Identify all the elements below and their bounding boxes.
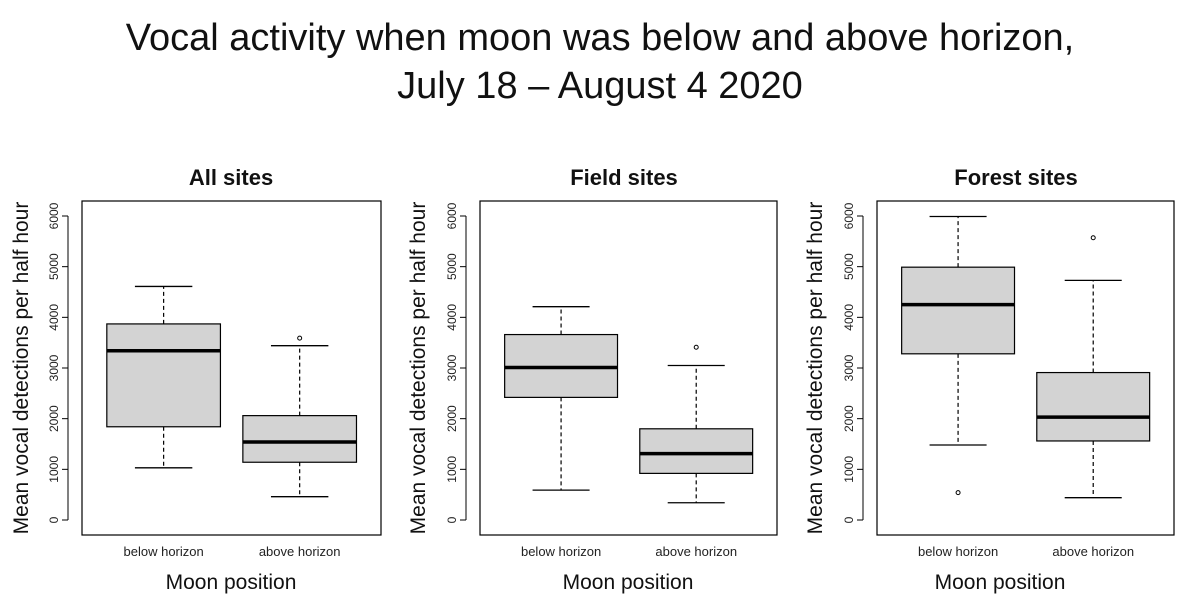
chart-3-title: Forest sites [954,165,1078,190]
chart-3-x-tick-label: below horizon [918,544,998,559]
chart-3-plot-frame [876,200,1175,536]
chart-1-y-tick-label: 2000 [47,405,61,432]
chart-2-title: Field sites [570,165,678,190]
chart-1-y-tick-label: 6000 [47,202,61,229]
chart-2-y-tick-label: 3000 [445,354,459,381]
chart-1-y-tick-label: 5000 [47,253,61,280]
chart-2-y-tick-label: 4000 [445,304,459,331]
chart-3-box-1-outlier-point [955,490,961,496]
figure-title: Vocal activity when moon was below and a… [0,14,1200,110]
chart-1-box-2-iqr-box [242,415,358,463]
chart-3-y-tick-label: 3000 [842,354,856,381]
chart-3-x-axis-label: Moon position [935,571,1066,594]
chart-3-x-tick-label: above horizon [1052,544,1134,559]
chart-3-y-tick-label: 0 [842,516,856,523]
chart-1-x-tick-label: below horizon [124,544,204,559]
figure-title-line-2: July 18 – August 4 2020 [397,65,803,107]
chart-3-y-tick-label: 4000 [842,304,856,331]
chart-2-y-tick-label: 0 [445,516,459,523]
chart-2-y-tick-label: 5000 [445,253,459,280]
chart-3-box-1-iqr-box [901,266,1016,355]
chart-1-x-tick-label: above horizon [259,544,341,559]
chart-1-plot-frame [81,200,382,536]
chart-3-y-axis-label: Mean vocal detections per half hour [804,202,827,535]
chart-2-box-2-iqr-box [639,428,754,474]
chart-2-y-tick-label: 1000 [445,456,459,483]
chart-1-box-2-outlier-point [297,335,303,341]
chart-3-y-tick-label: 1000 [842,456,856,483]
chart-1-y-tick-label: 0 [47,516,61,523]
chart-2-box-2-outlier-point [693,344,699,350]
chart-3-y-tick-label: 5000 [842,253,856,280]
chart-1-title: All sites [189,165,273,190]
chart-2-y-tick-label: 6000 [445,202,459,229]
chart-1-y-tick-label: 1000 [47,456,61,483]
chart-2-x-axis-label: Moon position [563,571,694,594]
chart-2-x-tick-label: below horizon [521,544,601,559]
chart-1-y-tick-label: 3000 [47,354,61,381]
chart-3-box-2-outlier-point [1090,235,1096,241]
chart-2-plot-frame [479,200,778,536]
chart-3-box-2-iqr-box [1036,371,1151,442]
chart-2-x-tick-label: above horizon [655,544,737,559]
chart-1-box-1-iqr-box [106,323,222,428]
chart-1-x-axis-label: Moon position [166,571,297,594]
chart-2-y-tick-label: 2000 [445,405,459,432]
figure-title-line-1: Vocal activity when moon was below and a… [125,17,1075,59]
chart-1-y-tick-label: 4000 [47,304,61,331]
chart-3-y-tick-label: 6000 [842,202,856,229]
chart-3-y-tick-label: 2000 [842,405,856,432]
chart-1-y-axis-label: Mean vocal detections per half hour [10,202,33,535]
chart-2-y-axis-label: Mean vocal detections per half hour [407,202,430,535]
